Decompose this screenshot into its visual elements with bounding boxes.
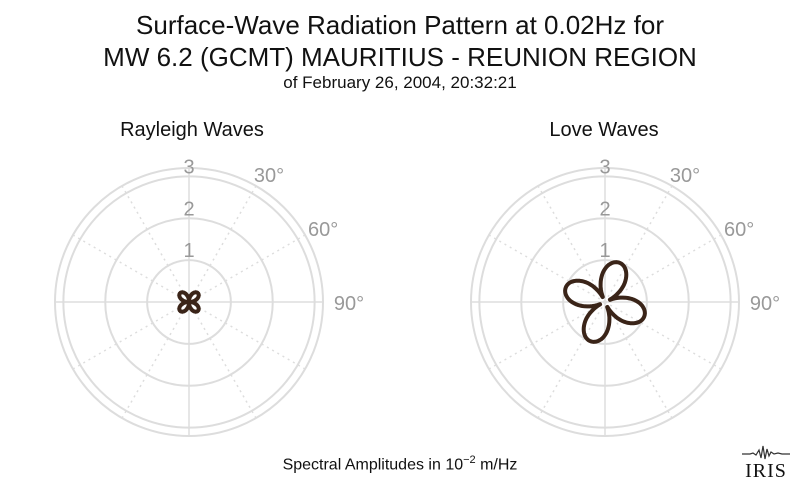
love-azimuth-spoke [604, 301, 722, 370]
rayleigh-azimuth-tick-label: 30° [254, 165, 284, 187]
rayleigh-panel-title: Rayleigh Waves [120, 119, 264, 141]
rayleigh-azimuth-spoke [72, 301, 190, 370]
love-azimuth-spoke [537, 185, 606, 303]
units-exponent: −2 [463, 454, 476, 466]
rayleigh-azimuth-spoke [188, 185, 257, 303]
rayleigh-azimuth-spoke [188, 234, 306, 303]
love-radius-tick-label: 3 [599, 156, 610, 178]
love-radiation-pattern [563, 260, 647, 344]
love-azimuth-spoke [604, 234, 722, 303]
love-azimuth-tick-label: 60° [724, 219, 754, 241]
chart-title-line-1: Surface-Wave Radiation Pattern at 0.02Hz… [136, 10, 664, 40]
rayleigh-azimuth-tick-label: 90° [334, 293, 364, 315]
love-azimuth-tick-label: 30° [670, 165, 700, 187]
love-panel-title: Love Waves [549, 119, 659, 141]
chart-subtitle: of February 26, 2004, 20:32:21 [283, 73, 517, 92]
rayleigh-radius-tick-label: 2 [183, 198, 194, 220]
love-azimuth-spoke [537, 301, 606, 419]
rayleigh-radius-tick-label: 3 [183, 156, 194, 178]
iris-logo-text: IRIS [745, 460, 787, 482]
chart-title-line-2: MW 6.2 (GCMT) MAURITIUS - REUNION REGION [103, 42, 697, 72]
rayleigh-azimuth-spoke [72, 234, 190, 303]
seismogram-icon [742, 445, 790, 460]
rayleigh-radiation-pattern [177, 290, 201, 314]
love-radius-tick-label: 1 [599, 240, 610, 262]
rayleigh-azimuth-spoke [188, 301, 306, 370]
love-radius-tick-label: 2 [599, 198, 610, 220]
rayleigh-azimuth-spoke [121, 185, 190, 303]
love-azimuth-spoke [604, 301, 673, 419]
iris-logo: IRIS [740, 440, 792, 484]
units-prefix: Spectral Amplitudes in 10 [282, 456, 464, 474]
units-suffix: m/Hz [475, 456, 518, 474]
love-azimuth-tick-label: 90° [750, 293, 780, 315]
love-azimuth-spoke [488, 301, 606, 370]
amplitude-units-caption: Spectral Amplitudes in 10−2 m/Hz [0, 454, 800, 474]
rayleigh-radius-tick-label: 1 [183, 240, 194, 262]
rayleigh-azimuth-spoke [121, 301, 190, 419]
love-azimuth-spoke [604, 185, 673, 303]
rayleigh-azimuth-spoke [188, 301, 257, 419]
rayleigh-azimuth-tick-label: 60° [308, 219, 338, 241]
love-azimuth-spoke [488, 234, 606, 303]
